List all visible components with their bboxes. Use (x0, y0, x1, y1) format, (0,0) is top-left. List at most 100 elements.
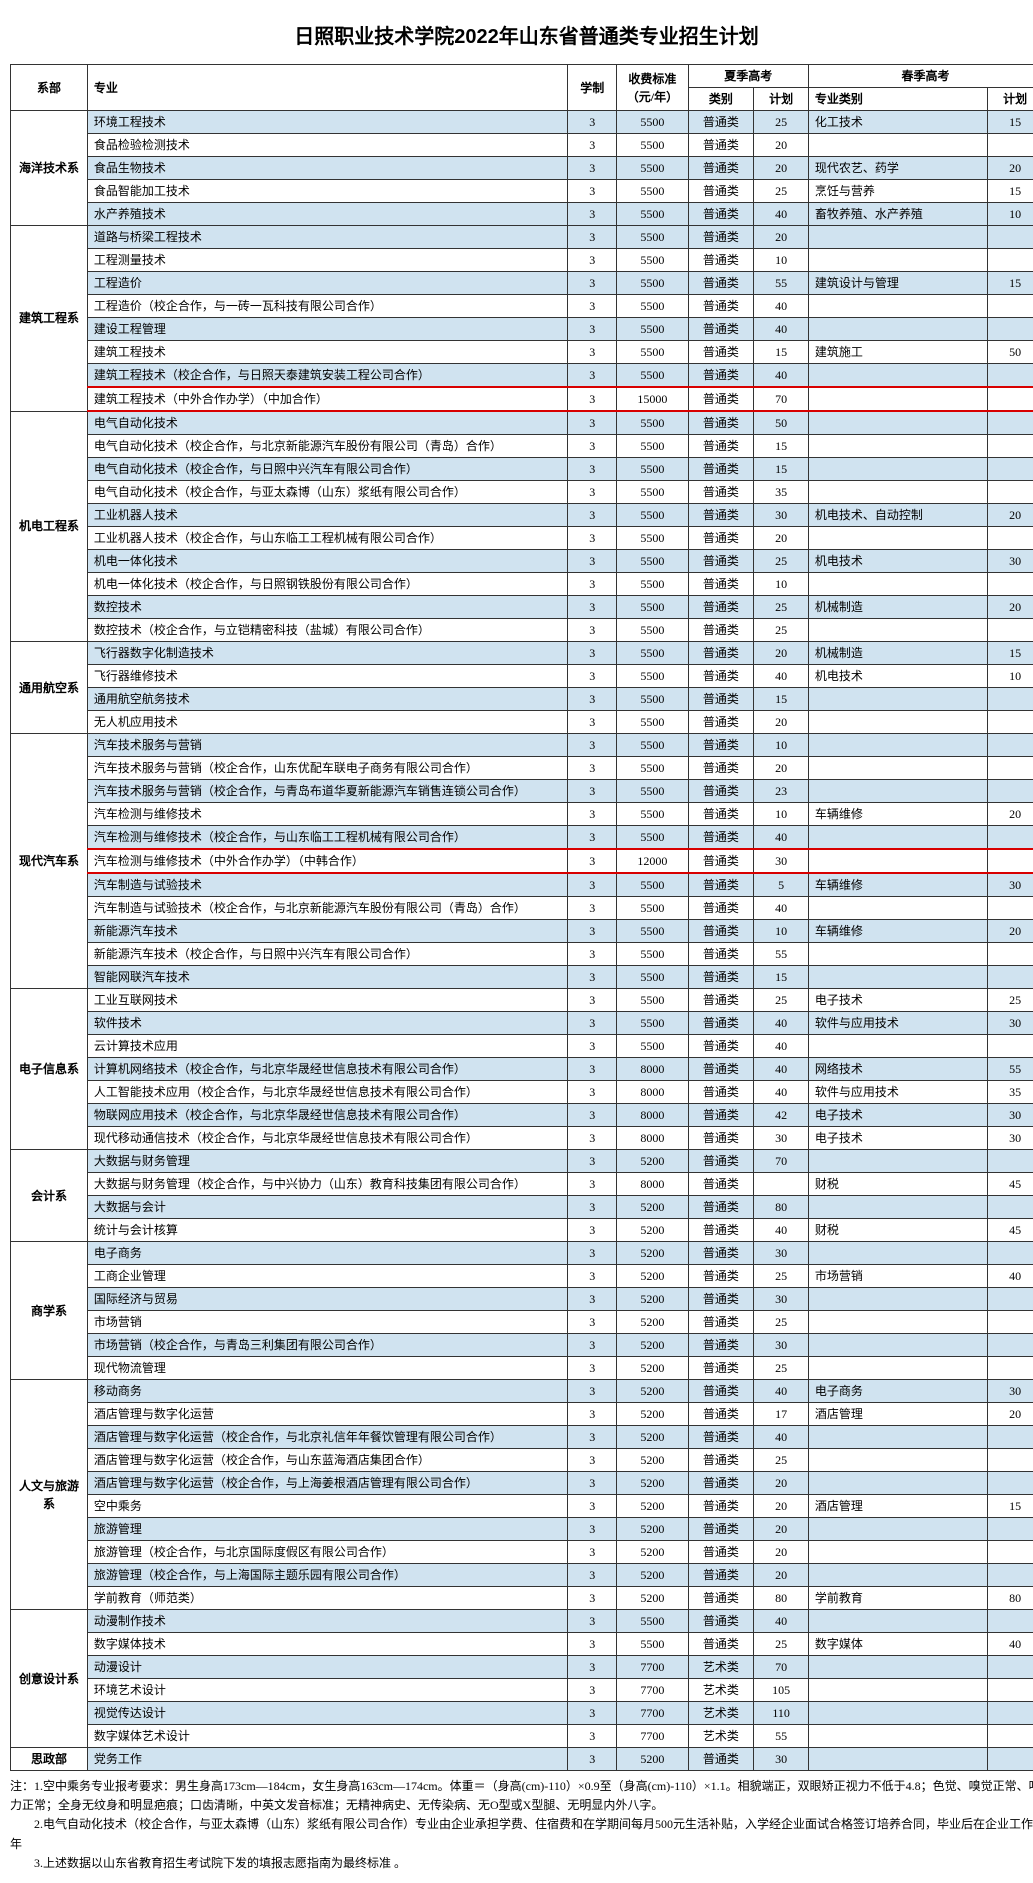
splan-cell (988, 573, 1033, 596)
table-body: 海洋技术系环境工程技术35500普通类25化工技术15食品检验检测技术35500… (11, 111, 1033, 1771)
plan-cell: 40 (754, 897, 809, 920)
cat-cell: 普通类 (688, 849, 754, 873)
major-cell: 建筑工程技术 (87, 341, 567, 364)
scat-cell (808, 1334, 987, 1357)
fee-cell: 5200 (617, 1587, 688, 1610)
splan-cell (988, 458, 1033, 481)
table-row: 汽车制造与试验技术（校企合作，与北京新能源汽车股份有限公司（青岛）合作）3550… (11, 897, 1033, 920)
splan-cell (988, 1702, 1033, 1725)
table-row: 统计与会计核算35200普通类40财税45 (11, 1219, 1033, 1242)
plan-cell: 40 (754, 295, 809, 318)
major-cell: 汽车制造与试验技术 (87, 873, 567, 897)
splan-cell (988, 527, 1033, 550)
plan-cell: 55 (754, 272, 809, 295)
scat-cell (808, 1518, 987, 1541)
admission-plan-table: 系部 专业 学制 收费标准（元/年） 夏季高考 春季高考 类别 计划 专业类别 … (10, 64, 1033, 1771)
major-cell: 人工智能技术应用（校企合作，与北京华晟经世信息技术有限公司合作） (87, 1081, 567, 1104)
splan-cell (988, 1472, 1033, 1495)
xz-cell: 3 (568, 596, 617, 619)
xz-cell: 3 (568, 504, 617, 527)
scat-cell: 车辆维修 (808, 873, 987, 897)
th-dept: 系部 (11, 65, 88, 111)
cat-cell: 普通类 (688, 734, 754, 757)
fee-cell: 8000 (617, 1081, 688, 1104)
plan-cell: 20 (754, 1518, 809, 1541)
table-row: 人工智能技术应用（校企合作，与北京华晟经世信息技术有限公司合作）38000普通类… (11, 1081, 1033, 1104)
splan-cell (988, 1518, 1033, 1541)
xz-cell: 3 (568, 1012, 617, 1035)
major-cell: 工程测量技术 (87, 249, 567, 272)
xz-cell: 3 (568, 897, 617, 920)
major-cell: 计算机网络技术（校企合作，与北京华晟经世信息技术有限公司合作） (87, 1058, 567, 1081)
xz-cell: 3 (568, 966, 617, 989)
cat-cell: 普通类 (688, 504, 754, 527)
scat-cell: 机械制造 (808, 596, 987, 619)
plan-cell: 70 (754, 1150, 809, 1173)
table-row: 现代物流管理35200普通类25 (11, 1357, 1033, 1380)
scat-cell: 机电技术、自动控制 (808, 504, 987, 527)
fee-cell: 5500 (617, 757, 688, 780)
major-cell: 酒店管理与数字化运营（校企合作，与北京礼信年年餐饮管理有限公司合作） (87, 1426, 567, 1449)
table-row: 数控技术（校企合作，与立铠精密科技（盐城）有限公司合作）35500普通类25 (11, 619, 1033, 642)
scat-cell: 烹饪与营养 (808, 180, 987, 203)
plan-cell: 10 (754, 734, 809, 757)
major-cell: 视觉传达设计 (87, 1702, 567, 1725)
plan-cell (754, 1173, 809, 1196)
cat-cell: 普通类 (688, 1058, 754, 1081)
fee-cell: 5200 (617, 1242, 688, 1265)
plan-cell: 40 (754, 1380, 809, 1403)
plan-cell: 20 (754, 711, 809, 734)
plan-cell: 105 (754, 1679, 809, 1702)
dept-cell: 通用航空系 (11, 642, 88, 734)
splan-cell: 30 (988, 1127, 1033, 1150)
plan-cell: 10 (754, 573, 809, 596)
splan-cell (988, 481, 1033, 504)
table-row: 酒店管理与数字化运营（校企合作，与上海姜根酒店管理有限公司合作）35200普通类… (11, 1472, 1033, 1495)
plan-cell: 30 (754, 1334, 809, 1357)
scat-cell (808, 318, 987, 341)
fee-cell: 5500 (617, 1610, 688, 1633)
xz-cell: 3 (568, 1380, 617, 1403)
dept-cell: 人文与旅游系 (11, 1380, 88, 1610)
scat-cell (808, 1725, 987, 1748)
table-row: 数控技术35500普通类25机械制造20 (11, 596, 1033, 619)
major-cell: 电气自动化技术（校企合作，与亚太森博（山东）浆纸有限公司合作） (87, 481, 567, 504)
xz-cell: 3 (568, 1242, 617, 1265)
footnote-line: 2.电气自动化技术（校企合作，与亚太森博（山东）浆纸有限公司合作）专业由企业承担… (10, 1815, 1033, 1853)
scat-cell: 畜牧养殖、水产养殖 (808, 203, 987, 226)
splan-cell (988, 1426, 1033, 1449)
cat-cell: 普通类 (688, 295, 754, 318)
major-cell: 工程造价 (87, 272, 567, 295)
plan-cell: 40 (754, 318, 809, 341)
major-cell: 酒店管理与数字化运营（校企合作，与上海姜根酒店管理有限公司合作） (87, 1472, 567, 1495)
fee-cell: 15000 (617, 387, 688, 411)
major-cell: 学前教育（师范类） (87, 1587, 567, 1610)
splan-cell: 15 (988, 180, 1033, 203)
table-row: 商学系电子商务35200普通类30 (11, 1242, 1033, 1265)
xz-cell: 3 (568, 364, 617, 388)
table-row: 食品智能加工技术35500普通类25烹饪与营养15 (11, 180, 1033, 203)
xz-cell: 3 (568, 1610, 617, 1633)
cat-cell: 普通类 (688, 364, 754, 388)
major-cell: 新能源汽车技术（校企合作，与日照中兴汽车有限公司合作） (87, 943, 567, 966)
th-scat: 专业类别 (808, 88, 987, 111)
fee-cell: 5500 (617, 226, 688, 249)
splan-cell: 20 (988, 920, 1033, 943)
splan-cell (988, 1449, 1033, 1472)
table-row: 建筑工程技术35500普通类15建筑施工50 (11, 341, 1033, 364)
xz-cell: 3 (568, 1104, 617, 1127)
splan-cell: 20 (988, 504, 1033, 527)
scat-cell (808, 387, 987, 411)
table-row: 现代移动通信技术（校企合作，与北京华晟经世信息技术有限公司合作）38000普通类… (11, 1127, 1033, 1150)
major-cell: 建筑工程技术（中外合作办学）（中加合作） (87, 387, 567, 411)
xz-cell: 3 (568, 1311, 617, 1334)
cat-cell: 普通类 (688, 1449, 754, 1472)
splan-cell (988, 1564, 1033, 1587)
plan-cell: 70 (754, 1656, 809, 1679)
fee-cell: 8000 (617, 1104, 688, 1127)
table-row: 建筑工程技术（中外合作办学）（中加合作）315000普通类70 (11, 387, 1033, 411)
major-cell: 工商企业管理 (87, 1265, 567, 1288)
plan-cell: 25 (754, 180, 809, 203)
table-row: 工程造价（校企合作，与一砖一瓦科技有限公司合作）35500普通类40 (11, 295, 1033, 318)
splan-cell (988, 1035, 1033, 1058)
